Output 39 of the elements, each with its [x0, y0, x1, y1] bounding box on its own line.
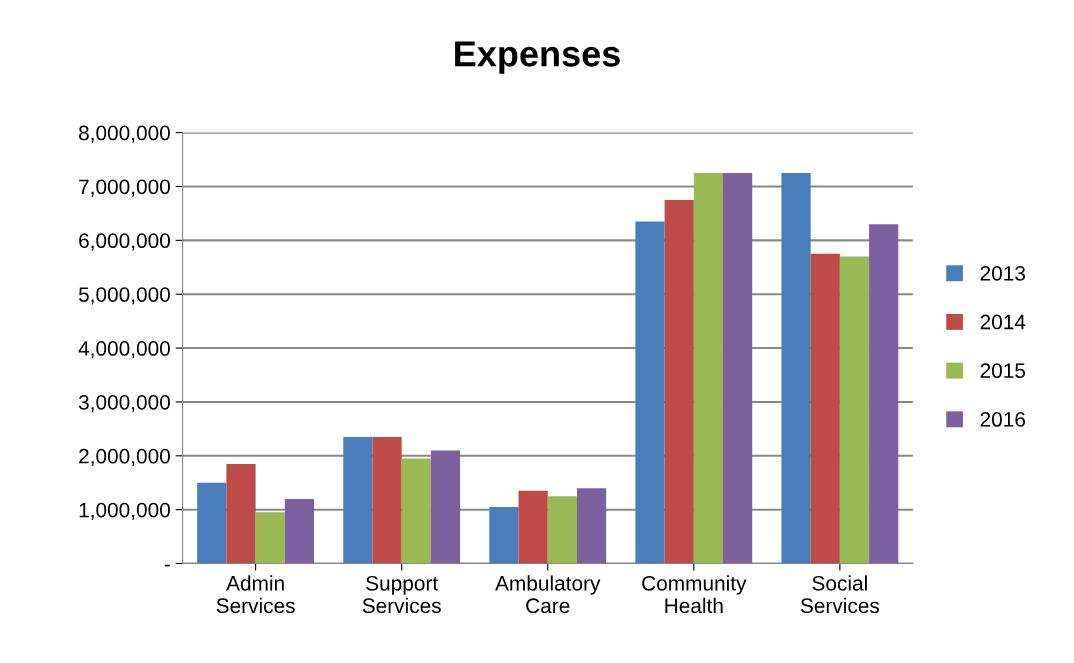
legend-label: 2014 — [980, 314, 1026, 330]
bar — [869, 224, 899, 564]
x-tick-label: Admin Services — [216, 575, 295, 614]
bar — [781, 173, 811, 564]
bar — [547, 496, 577, 564]
bar — [226, 463, 256, 564]
x-tick-label: Support Services — [362, 575, 441, 614]
x-tick-label: Ambulatory Care — [495, 575, 601, 614]
bar — [723, 173, 753, 564]
bar — [197, 482, 227, 564]
bar — [343, 436, 373, 564]
bar — [518, 490, 548, 564]
bar — [430, 450, 461, 564]
y-tick-label: 1,000,000 — [79, 502, 170, 520]
y-tick-label: 4,000,000 — [78, 341, 170, 359]
bar — [664, 199, 694, 564]
bar — [372, 436, 402, 564]
x-tick-label: Community Health — [642, 575, 747, 614]
y-tick-label: 8,000,000 — [79, 125, 170, 143]
bar — [693, 173, 724, 564]
bar — [284, 498, 315, 564]
x-tick-label: Social Services — [800, 575, 880, 614]
bar — [489, 506, 519, 564]
bar — [839, 256, 870, 564]
bar — [810, 253, 840, 564]
bar — [401, 458, 431, 564]
y-tick-label: - — [164, 564, 170, 567]
y-tick-label: 2,000,000 — [79, 448, 170, 467]
y-tick-label: 3,000,000 — [78, 394, 170, 413]
y-tick-label: 5,000,000 — [78, 287, 170, 305]
legend-label: 2013 — [980, 265, 1026, 281]
bar — [255, 512, 285, 564]
chart-title: Expenses — [455, 41, 620, 74]
legend-label: 2015 — [980, 363, 1026, 379]
bar — [576, 488, 607, 564]
legend-label: 2016 — [980, 412, 1026, 427]
y-tick-label: 7,000,000 — [79, 179, 170, 197]
y-tick-label: 6,000,000 — [79, 233, 170, 251]
bar — [635, 221, 665, 564]
